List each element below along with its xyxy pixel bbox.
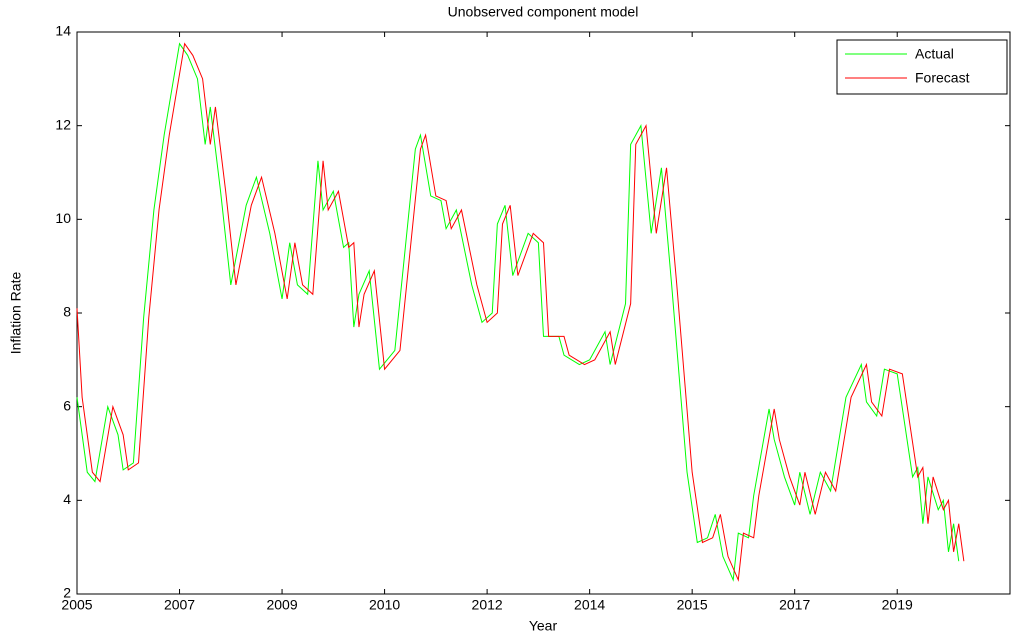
legend-box (836, 39, 1008, 95)
x-tick-label: 2012 (472, 597, 503, 613)
legend-label: Forecast (915, 70, 970, 86)
y-tick-label: 8 (63, 304, 71, 320)
y-tick-label: 10 (55, 210, 71, 226)
plot-area (76, 31, 1011, 595)
legend-label: Actual (915, 46, 954, 62)
x-tick-label: 2014 (574, 597, 605, 613)
x-tick-label: 2015 (677, 597, 708, 613)
x-tick-label: 2019 (882, 597, 913, 613)
x-tick-label: 2007 (164, 597, 195, 613)
y-tick-label: 6 (63, 397, 71, 413)
x-tick-label: 2005 (61, 597, 92, 613)
y-axis-label: Inflation Rate (8, 272, 24, 355)
series-line (76, 42, 965, 582)
x-tick-label: 2009 (266, 597, 297, 613)
y-tick-label: 12 (55, 116, 71, 132)
x-tick-label: 2010 (369, 597, 400, 613)
x-axis-label: Year (529, 618, 558, 634)
x-tick-label: 2017 (779, 597, 810, 613)
y-tick-label: 2 (63, 585, 71, 601)
y-tick-label: 4 (63, 491, 71, 507)
chart-title: Unobserved component model (448, 4, 639, 20)
series-line (76, 42, 960, 582)
y-tick-label: 14 (55, 23, 71, 39)
